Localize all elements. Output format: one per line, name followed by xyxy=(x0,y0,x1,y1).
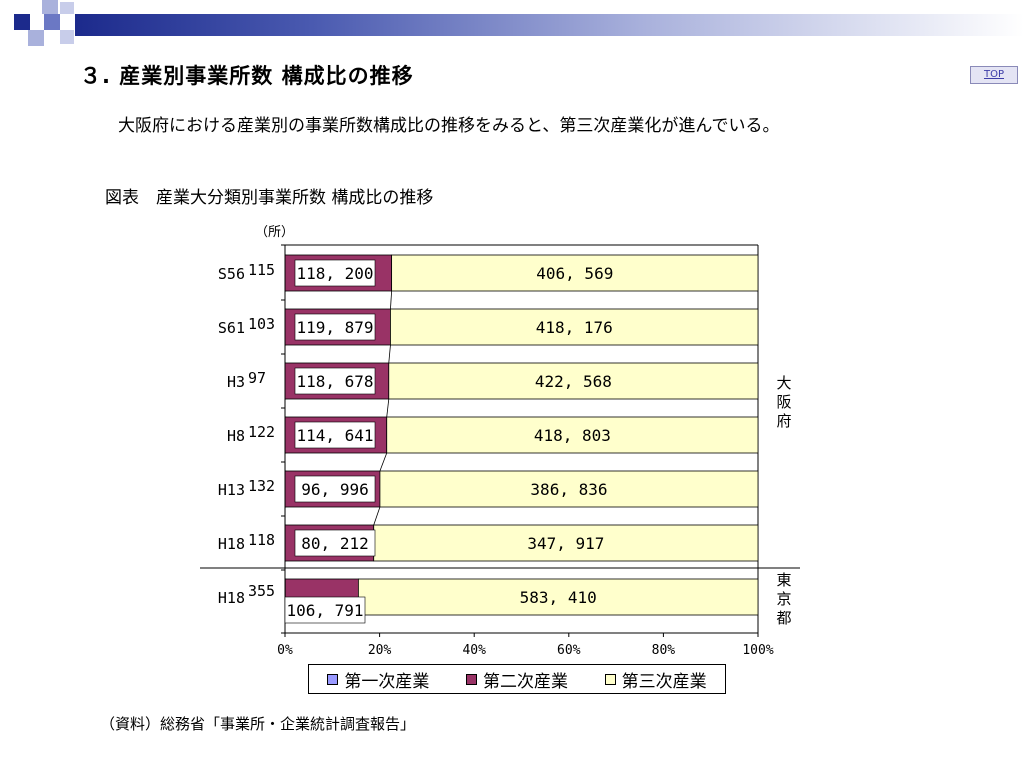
region-label: 阪 xyxy=(776,393,791,411)
data-label-box xyxy=(294,367,376,395)
region-label: 大 xyxy=(776,374,791,392)
legend-label: 第三次産業 xyxy=(621,671,707,692)
series-connector xyxy=(386,398,390,418)
bar-segment xyxy=(357,578,759,616)
bar-segment xyxy=(379,470,759,508)
data-label: 347, 917 xyxy=(527,534,604,553)
unit-label: （所） xyxy=(255,225,295,240)
data-label: 106, 791 xyxy=(286,601,363,620)
data-label: 406, 569 xyxy=(536,264,613,283)
legend-swatch xyxy=(327,673,339,685)
top-link[interactable]: TOP xyxy=(970,66,1018,84)
x-tick-label: 20% xyxy=(368,643,392,658)
category-label: H13 xyxy=(218,481,245,499)
page-title: ３. 産業別事業所数 構成比の推移 xyxy=(80,64,414,88)
deco-square xyxy=(60,30,74,44)
data-label: 132 xyxy=(248,477,275,495)
x-tick-label: 0% xyxy=(277,643,293,658)
deco-square xyxy=(60,2,74,14)
data-label: 422, 568 xyxy=(535,372,612,391)
chart-legend: 第一次産業 第二次産業 第三次産業 xyxy=(308,664,726,694)
category-label: H8 xyxy=(227,427,245,445)
data-label: 418, 803 xyxy=(534,426,611,445)
deco-square xyxy=(14,14,30,30)
legend-item: 第二次産業 xyxy=(465,667,568,692)
region-label: 都 xyxy=(776,609,791,627)
bar-segment xyxy=(391,254,759,292)
data-label: 386, 836 xyxy=(530,480,607,499)
bar-segment xyxy=(386,416,759,454)
category-label: S56 xyxy=(218,265,245,283)
series-connector xyxy=(390,290,393,310)
legend-swatch xyxy=(604,673,616,685)
legend-label: 第一次産業 xyxy=(344,671,430,692)
legend-item: 第三次産業 xyxy=(604,667,707,692)
category-label: H18 xyxy=(218,589,245,607)
data-label: 115 xyxy=(248,261,275,279)
x-tick-label: 40% xyxy=(462,643,486,658)
x-tick-label: 60% xyxy=(557,643,581,658)
data-label: 355 xyxy=(248,582,275,600)
category-label: H18 xyxy=(218,535,245,553)
category-label: S61 xyxy=(218,319,245,337)
x-tick-label: 80% xyxy=(652,643,676,658)
data-label: 96, 996 xyxy=(301,480,368,499)
header-bar xyxy=(75,14,1024,36)
data-label: 118 xyxy=(248,531,275,549)
series-connector xyxy=(379,452,388,472)
legend-label: 第二次産業 xyxy=(482,671,568,692)
bar-segment xyxy=(388,362,759,400)
series-connector xyxy=(373,506,381,526)
data-label-box xyxy=(294,313,376,341)
deco-square xyxy=(44,14,60,30)
category-label: H3 xyxy=(227,373,245,391)
deco-square xyxy=(28,30,44,46)
legend-item: 第一次産業 xyxy=(327,667,429,692)
bar-segment xyxy=(373,524,759,562)
bar-segment xyxy=(390,308,759,346)
data-label-box xyxy=(284,596,366,624)
lead-text: 大阪府における産業別の事業所数構成比の推移をみると、第三次産業化が進んでいる。 xyxy=(118,116,780,136)
data-label: 583, 410 xyxy=(520,588,597,607)
data-label: 114, 641 xyxy=(296,426,373,445)
data-label: 80, 212 xyxy=(301,534,368,553)
data-label-box xyxy=(294,529,376,557)
data-label: 418, 176 xyxy=(536,318,613,337)
region-label: 東 xyxy=(776,571,791,589)
series-connector xyxy=(388,344,391,364)
data-label: 97 xyxy=(248,369,266,387)
data-label-box xyxy=(294,475,376,503)
deco-square xyxy=(42,0,58,14)
data-label: 103 xyxy=(248,315,275,333)
data-label: 119, 879 xyxy=(296,318,373,337)
data-label: 118, 678 xyxy=(296,372,373,391)
region-label: 京 xyxy=(776,590,791,608)
data-label: 122 xyxy=(248,423,275,441)
source-note: （資料）総務省「事業所・企業統計調査報告」 xyxy=(100,715,416,733)
region-label: 府 xyxy=(776,412,791,430)
legend-swatch xyxy=(465,673,477,685)
data-label: 118, 200 xyxy=(296,264,373,283)
x-tick-label: 100% xyxy=(742,643,773,658)
figure-title: 図表 産業大分類別事業所数 構成比の推移 xyxy=(105,188,434,208)
data-label-box xyxy=(294,259,376,287)
data-label-box xyxy=(294,421,376,449)
